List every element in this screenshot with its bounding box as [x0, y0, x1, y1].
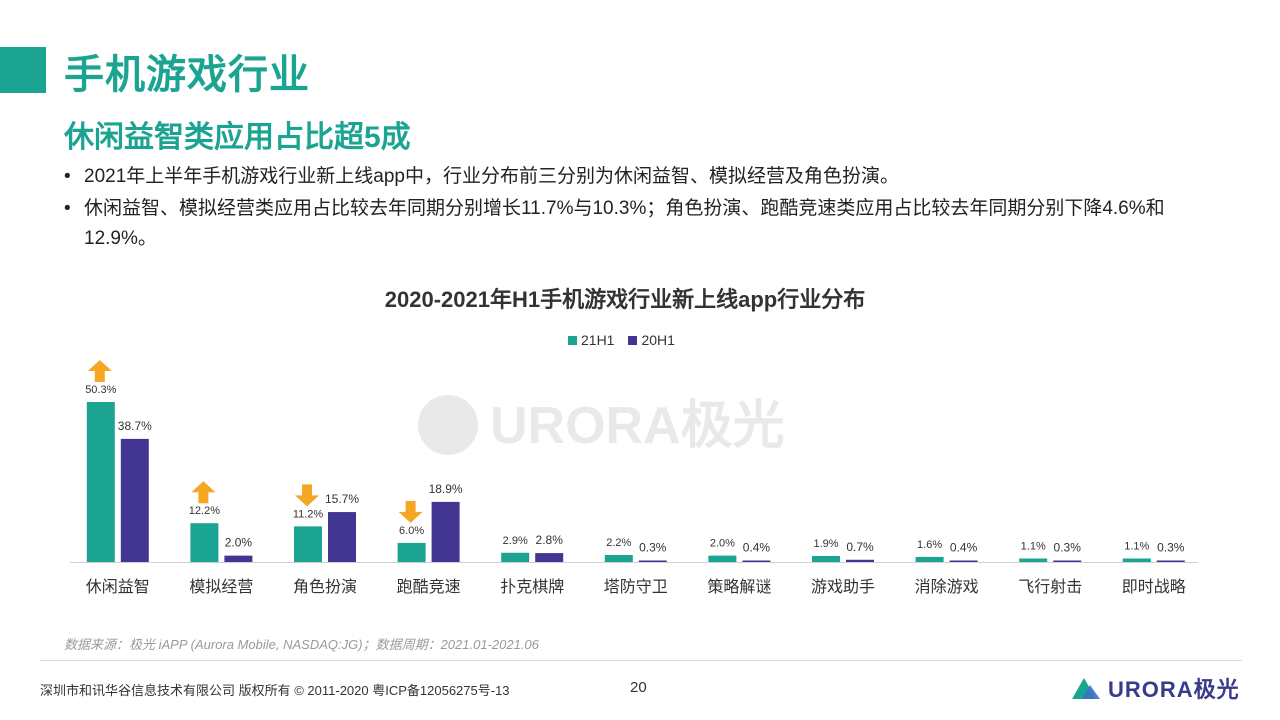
x-tick-label: 休闲益智 [86, 578, 150, 596]
data-label: 0.7% [846, 540, 874, 554]
legend-label: 20H1 [641, 332, 675, 348]
bullet-text: 2021年上半年手机游戏行业新上线app中，行业分布前三分别为休闲益智、模拟经营… [84, 166, 899, 187]
data-label: 2.0% [225, 536, 253, 550]
bullet-marker: • [64, 166, 71, 187]
title-accent-bar [0, 47, 46, 93]
bar-20H1-8 [949, 560, 978, 562]
data-label: 2.8% [536, 533, 564, 547]
watermark: URORA极光 [418, 395, 785, 455]
page-number: 20 [630, 679, 647, 696]
x-tick-label: 策略解谜 [707, 578, 771, 596]
bar-21H1-1 [190, 523, 219, 562]
bullet-item: • 休闲益智、模拟经营类应用占比较去年同期分别增长11.7%与10.3%；角色扮演… [62, 194, 1222, 254]
trend-arrow-up-icon [87, 360, 112, 382]
x-tick-label: 扑克棋牌 [500, 578, 564, 596]
data-label: 2.2% [606, 537, 631, 549]
bar-20H1-1 [224, 555, 253, 562]
bar-20H1-0 [120, 438, 149, 562]
data-label: 0.4% [950, 541, 978, 555]
data-label: 2.9% [503, 535, 528, 547]
data-label: 38.7% [118, 419, 152, 433]
x-tick-label: 跑酷竞速 [397, 578, 461, 596]
data-label: 1.1% [1021, 541, 1046, 553]
bar-21H1-3 [397, 542, 426, 562]
bar-20H1-9 [1053, 560, 1082, 562]
bar-21H1-8 [915, 556, 944, 562]
data-label: 0.3% [1054, 541, 1082, 555]
bar-21H1-2 [294, 526, 322, 562]
data-label: 0.4% [743, 541, 771, 555]
legend-item-21h1: 21H1 [568, 332, 614, 348]
footer-divider [40, 660, 1242, 661]
chart-legend: 21H1 20H1 [568, 332, 675, 348]
trend-arrow-down-icon [398, 500, 423, 523]
legend-swatch-20h1 [628, 335, 638, 345]
data-label: 11.2% [293, 508, 324, 520]
data-label: 12.2% [189, 505, 220, 517]
data-label: 6.0% [399, 525, 424, 537]
aurora-logo-icon [1072, 678, 1100, 699]
logo-text: URORA极光 [1108, 677, 1240, 702]
bar-21H1-10 [1122, 558, 1151, 562]
bullet-list: • 2021年上半年手机游戏行业新上线app中，行业分布前三分别为休闲益智、模拟经… [62, 162, 1222, 256]
bar-20H1-10 [1156, 560, 1185, 562]
page-subtitle: 休闲益智类应用占比超5成 [64, 121, 411, 154]
data-source-note: 数据来源：极光 iAPP (Aurora Mobile, NASDAQ:JG)；… [64, 637, 539, 652]
bar-20H1-6 [742, 560, 771, 562]
bar-20H1-3 [431, 501, 460, 562]
bar-21H1-6 [708, 555, 737, 562]
data-label: 0.3% [1157, 541, 1185, 555]
bullet-marker: • [64, 198, 71, 219]
x-tick-label: 消除游戏 [915, 578, 979, 596]
bar-21H1-0 [86, 402, 115, 562]
data-label: 2.0% [710, 538, 735, 550]
bullet-item: • 2021年上半年手机游戏行业新上线app中，行业分布前三分别为休闲益智、模拟经… [62, 162, 1222, 192]
bars-layer: 50.3% 38.7% 休闲益智 12.2% 2.0% 模拟经营 11.2%15.7% 角色扮… [70, 360, 1198, 596]
bullet-text: 休闲益智、模拟经营类应用占比较去年同期分别增长11.7%与10.3%；角色扮演、… [84, 198, 1165, 249]
watermark-text: URORA极光 [490, 397, 785, 455]
bar-21H1-5 [604, 555, 633, 562]
x-tick-label: 即时战略 [1122, 578, 1186, 596]
x-tick-label: 飞行射击 [1018, 578, 1082, 596]
x-tick-label: 塔防守卫 [604, 578, 668, 596]
x-tick-label: 角色扮演 [293, 578, 357, 596]
data-label: 15.7% [325, 492, 359, 506]
aurora-logo: URORA极光 [1070, 672, 1240, 704]
copyright-text: 深圳市和讯华谷信息技术有限公司 版权所有 © 2011-2020 粤ICP备12… [40, 683, 510, 698]
data-label: 1.1% [1124, 541, 1149, 553]
data-label: 50.3% [85, 384, 116, 396]
legend-item-20h1: 20H1 [628, 332, 675, 348]
data-label: 1.6% [917, 539, 942, 551]
bar-21H1-9 [1019, 558, 1048, 562]
bar-20H1-7 [846, 559, 874, 562]
page-title: 手机游戏行业 [64, 53, 310, 97]
legend-label: 21H1 [581, 332, 615, 348]
x-tick-label: 模拟经营 [189, 578, 253, 596]
x-tick-label: 游戏助手 [811, 578, 875, 596]
data-label: 18.9% [429, 482, 463, 496]
data-label: 0.3% [639, 541, 667, 555]
data-label: 1.9% [813, 538, 838, 550]
trend-arrow-down-icon [295, 484, 319, 507]
bar-21H1-7 [812, 555, 840, 562]
legend-swatch-21h1 [568, 335, 577, 345]
trend-arrow-up-icon [191, 481, 216, 504]
chart-title: 2020-2021年H1手机游戏行业新上线app行业分布 [384, 287, 866, 312]
bar-20H1-5 [638, 560, 667, 562]
bar-20H1-2 [328, 512, 356, 562]
bar-21H1-4 [501, 552, 530, 562]
bar-20H1-4 [535, 553, 564, 562]
